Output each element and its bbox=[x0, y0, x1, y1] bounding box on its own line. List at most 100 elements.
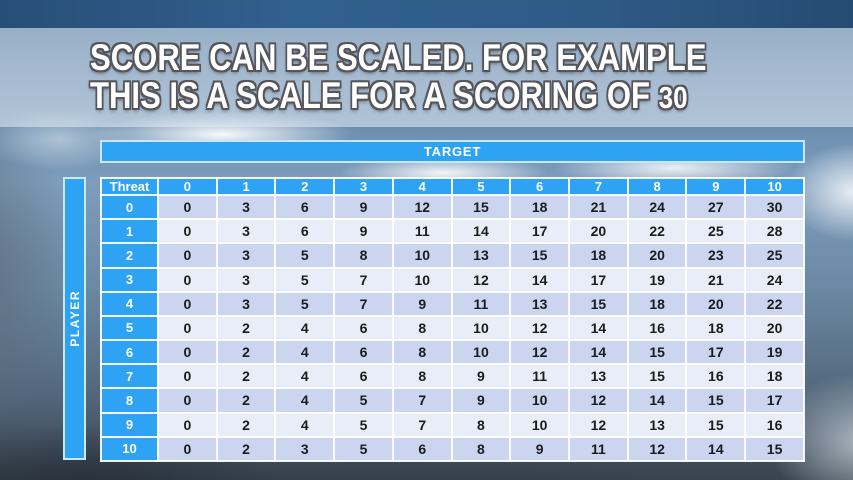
score-cell: 17 bbox=[744, 387, 805, 414]
score-cell: 0 bbox=[157, 266, 218, 293]
score-cell: 4 bbox=[274, 411, 336, 438]
score-cell: 13 bbox=[450, 242, 512, 269]
score-cell: 3 bbox=[215, 266, 277, 293]
score-cell: 4 bbox=[274, 314, 336, 342]
table-row: 5 0 2 4 6 8 10 12 14 16 18 20 bbox=[100, 314, 805, 342]
score-cell: 12 bbox=[450, 266, 512, 293]
score-cell: 5 bbox=[274, 290, 336, 317]
table-row: 6 0 2 4 6 8 10 12 14 15 17 19 bbox=[100, 339, 805, 366]
score-cell: 4 bbox=[274, 387, 336, 414]
score-cell: 17 bbox=[568, 266, 629, 293]
score-cell: 2 bbox=[215, 435, 277, 463]
score-cell: 9 bbox=[450, 387, 512, 414]
player-row-label: 10 bbox=[100, 435, 159, 463]
score-table: Threat 0 1 2 3 4 5 6 7 8 9 10 0 0 3 6 9 12 15 18 21 24 27 30 1… bbox=[100, 177, 805, 463]
slide-title: SCORE CAN BE SCALED. FOR EXAMPLE THIS IS… bbox=[90, 39, 706, 117]
player-row-label: 6 bbox=[100, 339, 159, 366]
score-cell: 2 bbox=[215, 339, 277, 366]
player-row-label: 2 bbox=[100, 242, 159, 269]
score-cell: 13 bbox=[626, 411, 688, 438]
score-cell: 4 bbox=[274, 339, 336, 366]
table-row: 10 0 2 3 5 6 8 9 11 12 14 15 bbox=[100, 435, 805, 463]
score-cell: 18 bbox=[626, 290, 688, 317]
table-row: 8 0 2 4 5 7 9 10 12 14 15 17 bbox=[100, 387, 805, 414]
score-cell: 12 bbox=[568, 387, 629, 414]
score-cell: 5 bbox=[333, 411, 394, 438]
score-cell: 17 bbox=[509, 218, 571, 245]
score-cell: 7 bbox=[333, 290, 394, 317]
score-cell: 0 bbox=[157, 218, 218, 245]
scaled-score-number: 30 bbox=[658, 80, 688, 115]
target-column-header: 3 bbox=[333, 177, 394, 196]
score-cell: 20 bbox=[744, 314, 805, 342]
score-cell: 15 bbox=[744, 435, 805, 463]
score-cell: 6 bbox=[333, 363, 394, 390]
score-cell: 14 bbox=[626, 387, 688, 414]
score-cell: 5 bbox=[333, 435, 394, 463]
target-column-header: 7 bbox=[568, 177, 629, 196]
score-cell: 2 bbox=[215, 363, 277, 390]
score-cell: 0 bbox=[157, 435, 218, 463]
target-column-header: 2 bbox=[274, 177, 336, 196]
score-cell: 0 bbox=[157, 363, 218, 390]
score-cell: 11 bbox=[509, 363, 571, 390]
target-column-header: 4 bbox=[391, 177, 453, 196]
score-cell: 19 bbox=[626, 266, 688, 293]
target-column-header: 0 bbox=[157, 177, 218, 196]
score-cell: 8 bbox=[391, 314, 453, 342]
score-cell: 6 bbox=[333, 314, 394, 342]
score-cell: 16 bbox=[685, 363, 747, 390]
score-cell: 30 bbox=[744, 193, 805, 221]
score-cell: 3 bbox=[215, 193, 277, 221]
score-cell: 14 bbox=[509, 266, 571, 293]
score-cell: 3 bbox=[274, 435, 336, 463]
score-cell: 9 bbox=[450, 363, 512, 390]
score-cell: 19 bbox=[744, 339, 805, 366]
score-cell: 5 bbox=[274, 242, 336, 269]
score-cell: 7 bbox=[333, 266, 394, 293]
score-cell: 21 bbox=[685, 266, 747, 293]
target-label: TARGET bbox=[423, 144, 482, 159]
score-cell: 8 bbox=[450, 411, 512, 438]
score-cell: 20 bbox=[685, 290, 747, 317]
score-cell: 15 bbox=[685, 411, 747, 438]
player-row-label: 7 bbox=[100, 363, 159, 390]
table-row: 2 0 3 5 8 10 13 15 18 20 23 25 bbox=[100, 242, 805, 269]
title-band bbox=[0, 28, 853, 127]
table-row: 1 0 3 6 9 11 14 17 20 22 25 28 bbox=[100, 218, 805, 245]
score-cell: 22 bbox=[626, 218, 688, 245]
score-cell: 6 bbox=[333, 339, 394, 366]
score-cell: 5 bbox=[274, 266, 336, 293]
score-cell: 18 bbox=[568, 242, 629, 269]
score-cell: 2 bbox=[215, 387, 277, 414]
score-cell: 8 bbox=[450, 435, 512, 463]
score-cell: 8 bbox=[391, 339, 453, 366]
table-row: 9 0 2 4 5 7 8 10 12 13 15 16 bbox=[100, 411, 805, 438]
score-cell: 24 bbox=[744, 266, 805, 293]
score-cell: 20 bbox=[626, 242, 688, 269]
score-cell: 24 bbox=[626, 193, 688, 221]
score-cell: 15 bbox=[568, 290, 629, 317]
score-cell: 25 bbox=[685, 218, 747, 245]
player-row-label: 8 bbox=[100, 387, 159, 414]
score-cell: 13 bbox=[568, 363, 629, 390]
score-cell: 12 bbox=[509, 339, 571, 366]
score-cell: 14 bbox=[685, 435, 747, 463]
score-cell: 15 bbox=[685, 387, 747, 414]
title-line-2: THIS IS A SCALE FOR A SCORING OF 30 bbox=[90, 75, 688, 116]
score-cell: 0 bbox=[157, 314, 218, 342]
player-row-label: 1 bbox=[100, 218, 159, 245]
player-row-label: 4 bbox=[100, 290, 159, 317]
table-row: 4 0 3 5 7 9 11 13 15 18 20 22 bbox=[100, 290, 805, 317]
player-sidebar: PLAYER bbox=[63, 177, 86, 460]
score-cell: 16 bbox=[626, 314, 688, 342]
score-cell: 5 bbox=[333, 387, 394, 414]
table-row: 7 0 2 4 6 8 9 11 13 15 16 18 bbox=[100, 363, 805, 390]
score-cell: 10 bbox=[391, 266, 453, 293]
score-cell: 2 bbox=[215, 411, 277, 438]
score-cell: 7 bbox=[391, 411, 453, 438]
score-cell: 21 bbox=[568, 193, 629, 221]
score-cell: 10 bbox=[450, 339, 512, 366]
score-cell: 25 bbox=[744, 242, 805, 269]
